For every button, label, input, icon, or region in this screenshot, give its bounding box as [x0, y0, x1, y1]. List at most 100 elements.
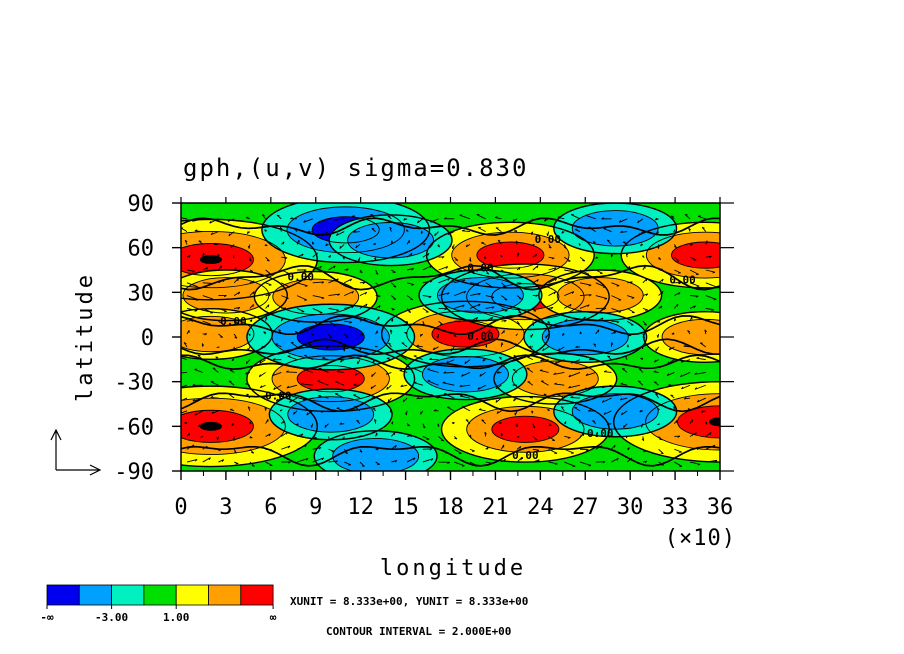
wind-arrow-252 [399, 369, 408, 373]
contour-label-1: 0.00 [288, 270, 315, 283]
wind-arrow-667 [512, 218, 518, 222]
wind-arrow-110 [310, 423, 314, 428]
wind-arrow-255 [443, 371, 455, 374]
wind-arrow-386 [375, 316, 380, 322]
wind-arrow-633 [514, 229, 518, 233]
wind-arrow-276 [245, 359, 251, 365]
wind-arrow-651 [262, 214, 266, 220]
wind-arrow-14 [406, 457, 416, 463]
wind-arrow-336 [655, 346, 659, 352]
wind-arrow-135 [705, 421, 708, 425]
wind-arrow-614 [210, 231, 219, 236]
wind-arrow-142 [279, 409, 283, 412]
contour-label-6: 0.00 [467, 330, 494, 343]
x-tick-label-1: 3 [219, 495, 232, 520]
wind-arrow-463 [516, 295, 522, 300]
wind-arrow-282 [340, 359, 345, 363]
wind-arrow-249 [354, 372, 361, 376]
wind-arrow-353 [389, 329, 393, 335]
wind-arrow-415 [296, 308, 305, 313]
wind-arrow-31 [674, 461, 683, 467]
wind-arrow-17 [454, 461, 465, 467]
wind-arrow-517 [297, 269, 307, 272]
wind-arrow-512 [218, 265, 222, 271]
wind-arrow-456 [406, 295, 414, 301]
wind-arrow-294 [527, 356, 534, 361]
wind-arrow-560 [438, 256, 445, 259]
wind-arrow-425 [454, 304, 465, 309]
wind-arrow-405 [673, 318, 677, 322]
wind-arrow-622 [335, 231, 345, 236]
wind-arrow-117 [422, 423, 426, 429]
wind-arrow-62 [626, 447, 630, 451]
wind-arrow-520 [344, 268, 349, 271]
wind-arrow-305 [696, 356, 706, 361]
wind-arrow-265 [604, 370, 612, 373]
wind-arrow-639 [603, 227, 612, 233]
wind-arrow-210 [273, 384, 282, 391]
wind-arrow-124 [532, 423, 536, 429]
zero-contour-3 [181, 264, 720, 291]
wind-arrow-350 [343, 333, 349, 339]
wind-arrow-288 [429, 357, 439, 361]
wind-arrow-332 [593, 343, 597, 348]
wind-arrow-401 [611, 320, 620, 324]
zero-contour-5 [181, 217, 720, 236]
wind-arrow-239 [194, 368, 203, 373]
wind-arrow-342 [218, 333, 224, 338]
wind-arrow-501 [579, 282, 592, 287]
contour-18-0 [523, 310, 648, 364]
wind-arrow-366 [595, 329, 600, 335]
wind-arrow-357 [453, 333, 457, 338]
wind-arrow-277 [259, 359, 266, 364]
wind-arrow-221 [442, 381, 455, 386]
wind-arrow-348 [310, 333, 314, 336]
contour-1-2 [181, 409, 254, 443]
contour-21-0 [418, 269, 543, 322]
wind-arrow-489 [391, 282, 397, 288]
wind-arrow-240 [212, 367, 219, 373]
wind-arrow-365 [579, 331, 582, 335]
wind-arrow-428 [501, 307, 508, 312]
wind-arrow-121 [481, 419, 486, 424]
wind-arrow-481 [265, 282, 272, 286]
wind-arrow-338 [683, 344, 691, 348]
wind-arrow-101 [705, 432, 712, 437]
contour-5-2 [491, 415, 560, 443]
wind-arrow-54 [501, 444, 505, 450]
contour-4-2 [476, 241, 545, 269]
wind-arrow-176 [275, 397, 282, 402]
x-tick-label-4: 12 [347, 495, 374, 520]
wind-arrow-112 [339, 422, 345, 425]
contour-24-0 [553, 203, 678, 255]
wind-arrow-665 [476, 214, 486, 220]
wind-arrow-137 [194, 410, 203, 416]
wind-arrow-159 [547, 408, 551, 412]
wind-arrow-547 [233, 255, 235, 259]
wind-arrow-541 [674, 269, 681, 274]
wind-arrow-165 [639, 409, 644, 413]
wind-arrow-372 [687, 330, 691, 335]
wind-arrow-111 [324, 423, 329, 428]
wind-arrow-543 [705, 269, 716, 274]
wind-arrow-363 [545, 333, 549, 339]
contour-18-1 [541, 318, 629, 356]
wind-arrow-195 [570, 395, 581, 399]
field-cell-high-14-1 [662, 319, 720, 355]
wind-arrow-264 [585, 372, 596, 376]
colorbar-label-3: ∞ [270, 611, 277, 624]
wind-arrow-89 [516, 436, 520, 439]
wind-arrow-160 [560, 406, 565, 412]
wind-arrow-439 [673, 303, 679, 309]
wind-arrow-228 [554, 382, 565, 386]
wind-arrow-453 [359, 291, 368, 297]
contour-label-2: 0.00 [220, 315, 247, 328]
wind-arrow-130 [623, 423, 628, 428]
wind-arrow-115 [390, 421, 394, 425]
wind-arrow-80 [375, 432, 378, 437]
wind-arrow-333 [611, 342, 614, 347]
wind-arrow-59 [579, 448, 589, 452]
wind-arrow-223 [477, 384, 486, 390]
wind-arrow-577 [705, 255, 712, 259]
colorbar-swatch-3 [143, 584, 177, 606]
